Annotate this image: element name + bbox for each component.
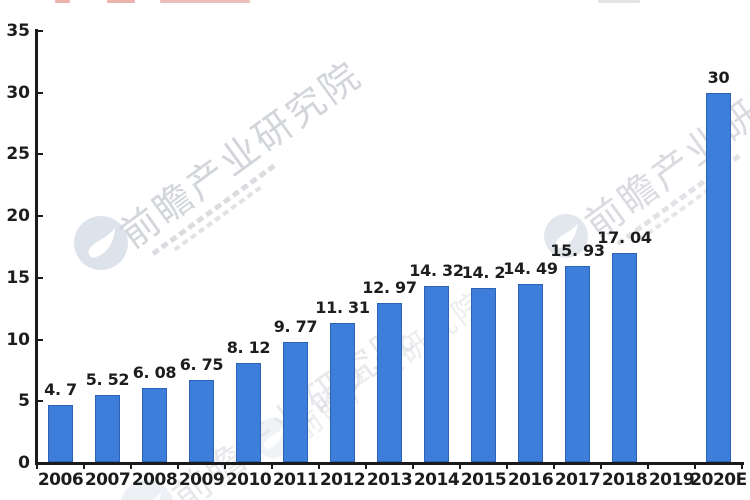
y-tick-label: 5	[18, 391, 30, 412]
x-tick-label: 2018	[601, 470, 648, 490]
bar-2016	[518, 284, 543, 462]
x-tick-label: 2013	[366, 470, 413, 490]
bar-2013	[377, 302, 402, 462]
bar-value-label-2018: 17. 04	[597, 227, 652, 247]
bar-2020E	[706, 92, 731, 462]
y-tick-label: 20	[6, 206, 30, 227]
y-tick	[37, 91, 43, 94]
bar-2011	[283, 342, 308, 462]
x-tick	[412, 463, 414, 469]
x-tick	[224, 463, 226, 469]
x-tick-label: 2007	[84, 470, 131, 490]
x-tick	[553, 463, 555, 469]
bar-2006	[48, 404, 73, 462]
cropped-title-mark	[160, 0, 250, 3]
bar-2018	[612, 252, 637, 462]
x-tick-label: 2011	[272, 470, 319, 490]
x-tick	[600, 463, 602, 469]
bar-2017	[565, 266, 590, 462]
bar-value-label-2009: 6. 75	[179, 354, 224, 374]
cropped-title-mark	[107, 0, 135, 3]
y-tick	[37, 215, 43, 218]
bar-2008	[142, 387, 167, 462]
y-axis	[35, 29, 38, 465]
bar-2015	[471, 287, 496, 462]
bar-2010	[236, 362, 261, 462]
x-tick	[271, 463, 273, 469]
bar-2007	[95, 394, 120, 462]
bar-2009	[189, 379, 214, 462]
x-tick	[177, 463, 179, 469]
x-tick	[741, 463, 743, 469]
x-tick	[318, 463, 320, 469]
x-tick-label: 2006	[37, 470, 84, 490]
x-tick-label: 2012	[319, 470, 366, 490]
y-tick-label: 35	[6, 21, 30, 41]
y-tick	[37, 400, 43, 403]
y-tick	[37, 153, 43, 156]
bar-value-label-2012: 11. 31	[315, 298, 370, 318]
x-tick-label: 2017	[554, 470, 601, 490]
cropped-title-mark	[598, 0, 640, 3]
x-tick	[506, 463, 508, 469]
x-tick	[130, 463, 132, 469]
x-tick-label: 2009	[178, 470, 225, 490]
bar-value-label-2015: 14. 2	[461, 262, 506, 282]
x-tick	[694, 463, 696, 469]
bar-value-label-2010: 8. 12	[226, 337, 271, 357]
bar-2014	[424, 286, 449, 462]
y-tick-label: 15	[6, 267, 30, 288]
y-tick-label: 25	[6, 144, 30, 165]
x-tick-label: 2010	[225, 470, 272, 490]
bar-value-label-2020E: 30	[707, 67, 730, 87]
bar-2012	[330, 323, 355, 462]
y-tick-label: 10	[6, 329, 30, 350]
y-tick	[37, 338, 43, 341]
x-tick-label: 2015	[460, 470, 507, 490]
bar-value-label-2013: 12. 97	[362, 277, 417, 297]
x-tick	[647, 463, 649, 469]
x-tick-label: 2019	[648, 470, 695, 490]
x-tick-label: 2016	[507, 470, 554, 490]
bar-value-label-2008: 6. 08	[132, 362, 177, 382]
x-tick	[459, 463, 461, 469]
x-axis	[35, 462, 744, 465]
bar-value-label-2007: 5. 52	[85, 369, 130, 389]
y-tick-label: 30	[6, 82, 30, 103]
x-tick	[83, 463, 85, 469]
bar-value-label-2011: 9. 77	[273, 317, 318, 337]
y-tick	[37, 30, 43, 32]
y-tick	[37, 462, 43, 464]
bar-value-label-2006: 4. 7	[44, 379, 77, 399]
y-tick	[37, 276, 43, 279]
cropped-title-mark	[55, 0, 70, 3]
y-tick-label: 0	[18, 453, 30, 473]
x-tick-label: 2020E	[690, 470, 747, 490]
x-tick	[365, 463, 367, 469]
x-tick-label: 2014	[413, 470, 460, 490]
bar-value-label-2014: 14. 32	[409, 261, 464, 281]
x-tick	[36, 463, 38, 469]
bar-value-label-2016: 14. 49	[503, 259, 558, 279]
